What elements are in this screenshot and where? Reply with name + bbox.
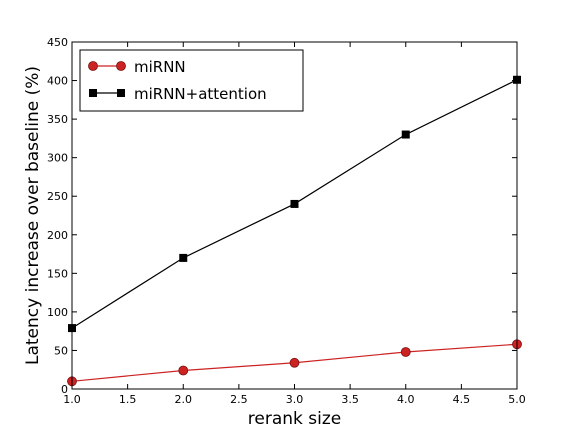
tick-layer: 1.0 1.5 2.0 2.5 3.0 3.5 4.0 4.5 5.0 0 50 100 150 200 2… [47,36,526,406]
y-tick-label: 450 [47,36,68,49]
x-tick-label: 2.5 [230,393,248,406]
y-tick-label: 0 [61,383,68,396]
x-tick-label: 2.0 [175,393,193,406]
legend-marker-mirnn-attention [89,89,97,97]
legend-marker-mirnn [88,61,98,71]
x-tick-label: 4.0 [397,393,415,406]
y-tick-label: 350 [47,113,68,126]
data-point-mirnn [289,357,300,368]
y-tick-label: 100 [47,306,68,319]
y-tick-label: 400 [47,75,68,88]
y-tick-label: 150 [47,267,68,280]
data-point-mirnn [178,365,189,376]
legend-marker-mirnn [116,61,126,71]
legend: miRNN miRNN+attention [79,49,304,112]
data-point-mirnn [400,347,411,357]
x-tick-label: 5.0 [508,393,526,406]
legend-label-mirnn: miRNN [134,58,186,76]
data-point-mirnn-attention [401,130,410,139]
x-tick-label: 1.5 [119,393,137,406]
y-tick-label: 250 [47,190,68,203]
y-tick-label: 300 [47,152,68,165]
y-axis-title: Latency increase over baseline (%) [23,66,43,365]
x-tick-label: 1.0 [63,393,81,406]
x-tick-label: 3.0 [286,393,304,406]
y-tick-label: 50 [54,344,68,357]
legend-label-mirnn-attention: miRNN+attention [134,85,267,103]
x-tick-label: 4.5 [453,393,471,406]
legend-marker-mirnn-attention [117,89,125,97]
x-axis-title: rerank size [248,409,341,429]
data-point-mirnn-attention [290,199,299,208]
y-tick-label: 200 [47,229,68,242]
x-tick-label: 3.5 [341,393,359,406]
data-point-mirnn-attention [179,253,188,262]
legend-box [79,49,304,112]
